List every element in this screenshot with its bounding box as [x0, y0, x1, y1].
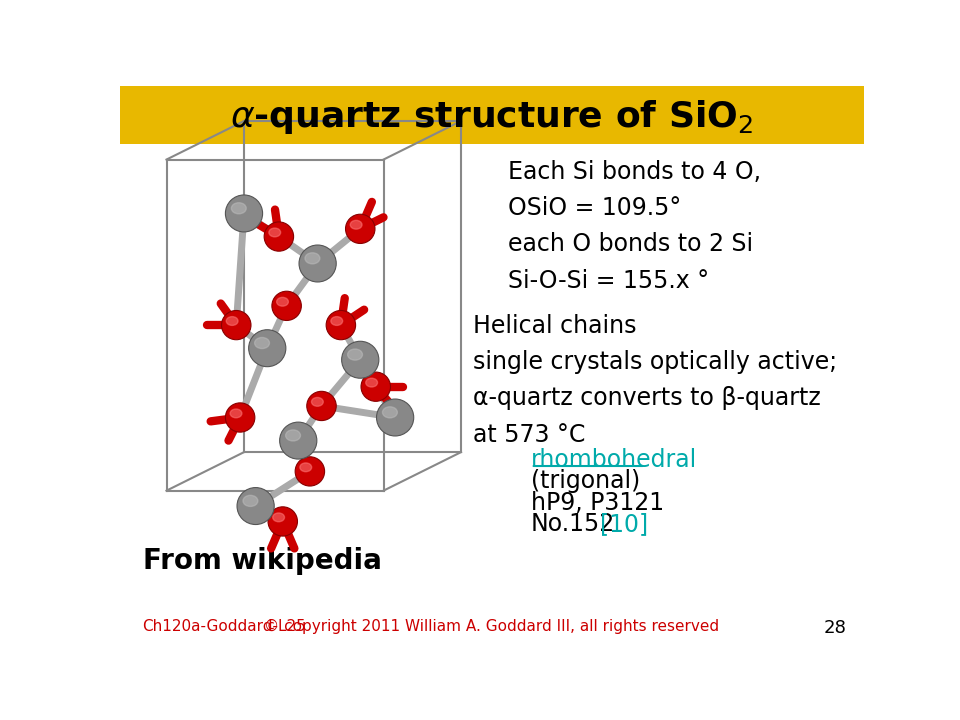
Circle shape — [307, 391, 336, 420]
Circle shape — [295, 456, 324, 486]
Circle shape — [361, 372, 391, 401]
Circle shape — [264, 222, 294, 251]
Text: Each Si bonds to 4 O,
OSiO = 109.5°
each O bonds to 2 Si
Si-O-Si = 155.x °: Each Si bonds to 4 O, OSiO = 109.5° each… — [508, 160, 760, 292]
Ellipse shape — [231, 203, 246, 214]
Ellipse shape — [305, 253, 320, 264]
Ellipse shape — [276, 297, 288, 306]
Circle shape — [222, 310, 251, 340]
Ellipse shape — [273, 513, 284, 522]
Ellipse shape — [331, 317, 343, 325]
Circle shape — [268, 507, 298, 536]
Text: From wikipedia: From wikipedia — [143, 547, 382, 575]
Circle shape — [226, 403, 254, 432]
Ellipse shape — [311, 397, 324, 406]
Ellipse shape — [348, 349, 363, 360]
Text: Helical chains
single crystals optically active;
α-quartz converts to β-quartz
a: Helical chains single crystals optically… — [472, 313, 837, 446]
Ellipse shape — [254, 338, 270, 348]
Text: Ch120a-Goddard-L25: Ch120a-Goddard-L25 — [142, 619, 305, 634]
Circle shape — [346, 215, 375, 243]
Ellipse shape — [382, 407, 397, 418]
Text: (trigonal): (trigonal) — [531, 469, 640, 493]
Text: [10]: [10] — [601, 512, 649, 536]
Ellipse shape — [350, 220, 362, 229]
Circle shape — [279, 422, 317, 459]
Circle shape — [326, 310, 355, 340]
Circle shape — [237, 487, 275, 525]
Circle shape — [342, 341, 379, 378]
Text: 28: 28 — [824, 619, 847, 637]
Ellipse shape — [286, 430, 300, 441]
FancyBboxPatch shape — [120, 86, 864, 144]
Ellipse shape — [269, 228, 280, 237]
Circle shape — [299, 245, 336, 282]
Circle shape — [376, 399, 414, 436]
Text: $\alpha$-quartz structure of SiO$_2$: $\alpha$-quartz structure of SiO$_2$ — [230, 98, 754, 136]
Ellipse shape — [227, 317, 238, 325]
Text: © copyright 2011 William A. Goddard III, all rights reserved: © copyright 2011 William A. Goddard III,… — [264, 619, 720, 634]
Circle shape — [226, 195, 263, 232]
Text: hP9, P3121: hP9, P3121 — [531, 490, 664, 515]
Ellipse shape — [243, 495, 258, 506]
Ellipse shape — [230, 409, 242, 418]
Circle shape — [272, 291, 301, 320]
Text: No.152: No.152 — [531, 512, 615, 536]
Ellipse shape — [300, 463, 312, 472]
Ellipse shape — [366, 378, 377, 387]
Circle shape — [249, 330, 286, 366]
Text: rhombohedral: rhombohedral — [531, 449, 697, 472]
